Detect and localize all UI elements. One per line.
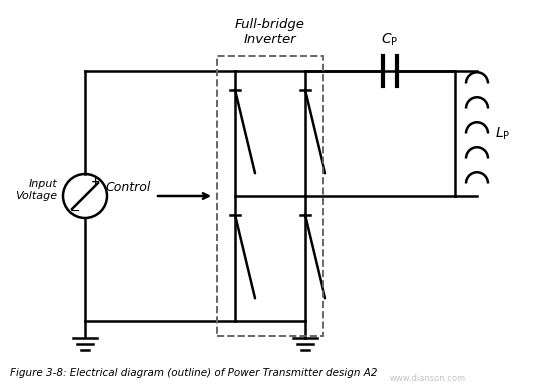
Text: Figure 3-8: Electrical diagram (outline) of Power Transmitter design A2: Figure 3-8: Electrical diagram (outline)… (10, 368, 377, 378)
Text: $C_\mathrm{P}$: $C_\mathrm{P}$ (381, 32, 399, 48)
Text: www.dianson.com: www.dianson.com (390, 374, 466, 383)
Text: Input
Voltage: Input Voltage (15, 179, 57, 201)
Text: Control: Control (106, 181, 151, 194)
Text: −: − (70, 205, 80, 217)
Bar (217, 56, 323, 336)
Text: +: + (90, 177, 99, 187)
Text: $L_\mathrm{P}$: $L_\mathrm{P}$ (495, 125, 510, 142)
Text: Full-bridge
Inverter: Full-bridge Inverter (235, 18, 305, 46)
